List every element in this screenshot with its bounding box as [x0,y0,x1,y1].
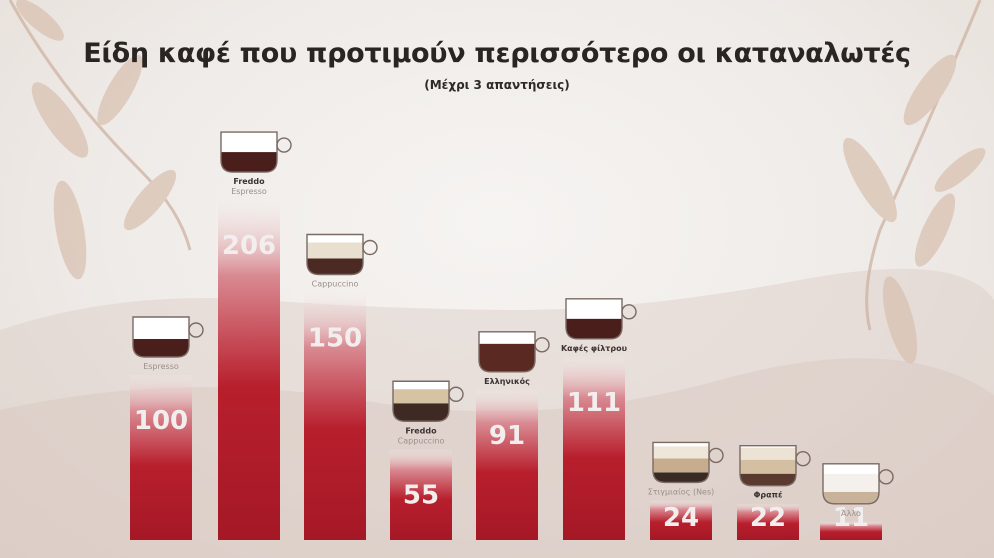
category-label: Ελληνικός [484,376,530,386]
bar [650,500,712,540]
coffee-cup-icon [220,131,292,173]
category-label: Στιγμιαίος (Nes) [648,487,715,496]
bar-value-label: 100 [134,406,188,436]
bar-value-label: 111 [567,388,621,418]
bar-value-label: 91 [489,421,525,451]
category-label: Φραπέ [754,490,783,500]
bar [563,356,625,540]
bar [304,292,366,540]
bar-value-label: 150 [308,324,362,354]
coffee-cup-icon [478,331,550,373]
category-label: Cappuccino [312,280,359,289]
chart-title: Είδη καφέ που προτιμούν περισσότερο οι κ… [83,38,911,69]
category-label: Cappuccino [398,436,445,445]
category-label: Άλλο [841,509,861,518]
coffee-cup-icon [822,463,894,505]
bar-group: 100 Espresso [130,316,204,540]
coffee-cup-icon [565,298,637,340]
bar [820,521,882,540]
bar-value-label: 24 [663,503,699,533]
bar [476,389,538,540]
bar [218,200,280,540]
bar-group: 24 Στιγμιαίος (Nes) [648,441,724,540]
bar [130,375,192,540]
coffee-cup-icon [132,316,204,358]
category-label: Freddo [233,177,265,186]
bar-value-label: 11 [833,503,869,533]
chart-subtitle: (Μέχρι 3 απαντήσεις) [424,78,570,92]
bar-group: 150 Cappuccino [304,233,378,540]
bar-value-label: 55 [403,480,439,510]
coffee-cup-icon [306,233,378,276]
coffee-cup-icon [392,380,464,422]
bar [737,503,799,540]
category-label: Καφές φίλτρου [561,343,628,353]
bar-value-label: 22 [750,503,786,533]
bar [390,449,452,540]
category-label: Espresso [231,187,267,196]
bar-group: 91 Ελληνικός [476,331,550,540]
bar-group: 111 Καφές φίλτρου [561,298,637,540]
bar-value-label: 206 [222,231,276,261]
coffee-cup-icon [739,445,811,487]
coffee-cup-icon [652,441,724,484]
bar-group: 22 Φραπέ [737,445,811,540]
category-label: Freddo [405,426,437,435]
category-label: Espresso [143,362,179,371]
